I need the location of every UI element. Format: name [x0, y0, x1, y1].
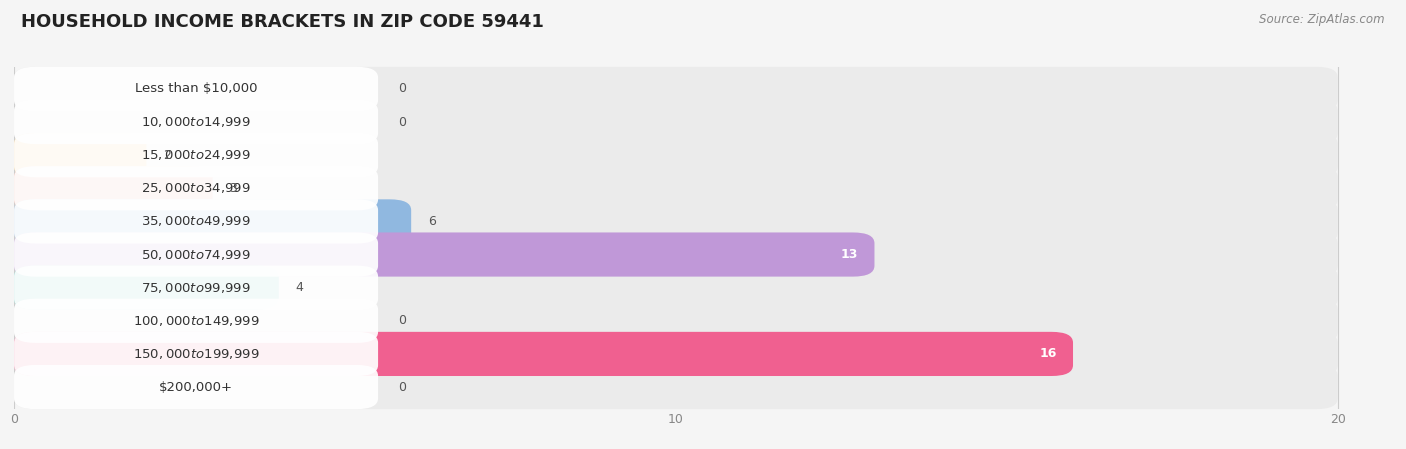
Text: 4: 4 — [295, 281, 304, 294]
Text: $50,000 to $74,999: $50,000 to $74,999 — [141, 247, 250, 261]
Text: 3: 3 — [229, 182, 238, 195]
Text: $15,000 to $24,999: $15,000 to $24,999 — [141, 148, 250, 162]
FancyBboxPatch shape — [14, 133, 1337, 177]
Text: 16: 16 — [1039, 348, 1056, 361]
Text: 0: 0 — [398, 82, 406, 95]
FancyBboxPatch shape — [14, 266, 378, 310]
FancyBboxPatch shape — [14, 233, 378, 277]
FancyBboxPatch shape — [14, 299, 378, 343]
FancyBboxPatch shape — [14, 199, 1337, 243]
FancyBboxPatch shape — [14, 166, 212, 210]
FancyBboxPatch shape — [14, 199, 378, 243]
FancyBboxPatch shape — [14, 332, 1337, 376]
Text: 0: 0 — [398, 115, 406, 128]
FancyBboxPatch shape — [14, 365, 1337, 409]
Text: 0: 0 — [398, 314, 406, 327]
FancyBboxPatch shape — [14, 332, 1073, 376]
Text: HOUSEHOLD INCOME BRACKETS IN ZIP CODE 59441: HOUSEHOLD INCOME BRACKETS IN ZIP CODE 59… — [21, 13, 544, 31]
FancyBboxPatch shape — [14, 67, 378, 111]
FancyBboxPatch shape — [14, 166, 378, 210]
FancyBboxPatch shape — [14, 100, 1337, 144]
FancyBboxPatch shape — [14, 100, 378, 144]
FancyBboxPatch shape — [14, 299, 1337, 343]
FancyBboxPatch shape — [14, 133, 146, 177]
FancyBboxPatch shape — [14, 67, 1337, 111]
FancyBboxPatch shape — [14, 233, 875, 277]
FancyBboxPatch shape — [14, 365, 378, 409]
Text: 13: 13 — [841, 248, 858, 261]
Text: $75,000 to $99,999: $75,000 to $99,999 — [141, 281, 250, 295]
FancyBboxPatch shape — [14, 166, 1337, 210]
Text: $35,000 to $49,999: $35,000 to $49,999 — [141, 215, 250, 229]
FancyBboxPatch shape — [14, 266, 1337, 310]
Text: 6: 6 — [427, 215, 436, 228]
Text: $100,000 to $149,999: $100,000 to $149,999 — [132, 314, 259, 328]
FancyBboxPatch shape — [14, 199, 411, 243]
FancyBboxPatch shape — [14, 332, 378, 376]
Text: $10,000 to $14,999: $10,000 to $14,999 — [141, 115, 250, 129]
FancyBboxPatch shape — [14, 133, 378, 177]
Text: 2: 2 — [163, 149, 172, 162]
FancyBboxPatch shape — [14, 266, 278, 310]
Text: Source: ZipAtlas.com: Source: ZipAtlas.com — [1260, 13, 1385, 26]
FancyBboxPatch shape — [14, 233, 1337, 277]
Text: $25,000 to $34,999: $25,000 to $34,999 — [141, 181, 250, 195]
Text: 0: 0 — [398, 381, 406, 394]
Text: $150,000 to $199,999: $150,000 to $199,999 — [132, 347, 259, 361]
Text: $200,000+: $200,000+ — [159, 381, 233, 394]
Text: Less than $10,000: Less than $10,000 — [135, 82, 257, 95]
